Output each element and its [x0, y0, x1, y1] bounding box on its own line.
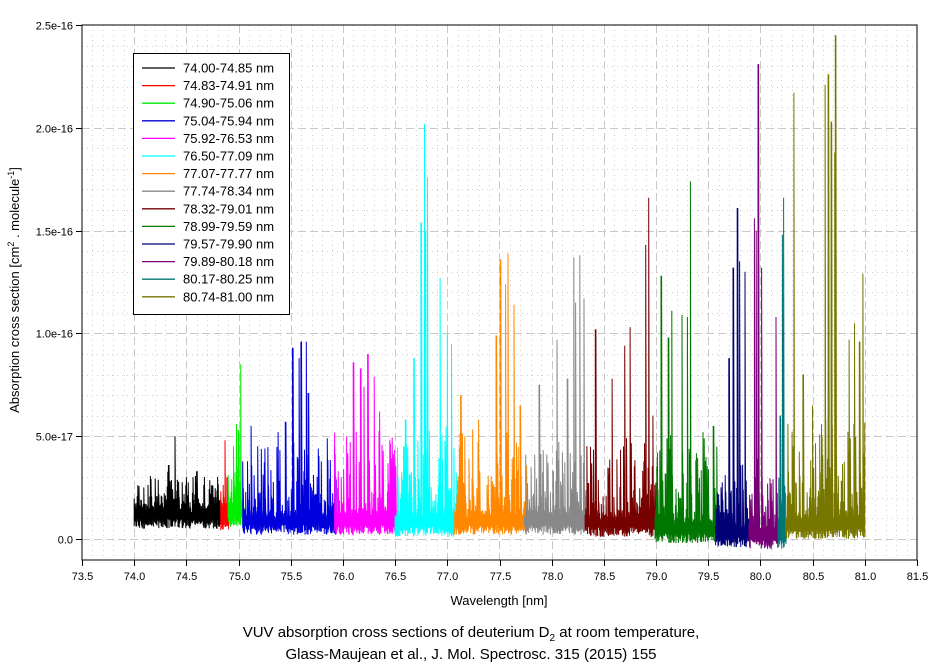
x-tick-label: 78.0 [542, 571, 563, 583]
caption-line-2: Glass-Maujean et al., J. Mol. Spectrosc.… [285, 646, 657, 663]
legend-label: 77.74-78.34 nm [183, 184, 274, 199]
legend-label: 75.04-75.94 nm [183, 113, 274, 128]
series-line [777, 197, 787, 549]
legend: 74.00-74.85 nm 74.83-74.91 nm 74.90-75.06 … [133, 53, 290, 315]
series-line [785, 35, 866, 539]
legend-label: 74.90-75.06 nm [183, 96, 274, 111]
x-tick-label: 76.5 [385, 571, 406, 583]
caption-line-1: VUV absorption cross sections of deuteri… [242, 624, 700, 644]
x-tick-label: 75.0 [229, 571, 250, 583]
plot-frame [81, 24, 918, 561]
series-line [394, 123, 457, 537]
x-tick-label: 77.5 [490, 571, 511, 583]
y-tick-label: 2.0e-16 [36, 124, 73, 136]
legend-label: 74.83-74.91 nm [183, 78, 274, 93]
x-tick-label: 77.0 [437, 571, 458, 583]
series-line [654, 181, 718, 544]
legend-label: 74.00-74.85 nm [183, 61, 274, 76]
y-tick-label: 5.0e-17 [36, 432, 73, 444]
series-line [748, 64, 780, 550]
legend-label: 78.32-79.01 nm [183, 201, 274, 216]
x-tick-label: 74.0 [124, 571, 145, 583]
legend-label: 80.17-80.25 nm [183, 272, 274, 287]
x-tick-label: 79.5 [698, 571, 719, 583]
legend-label: 75.92-76.53 nm [183, 131, 274, 146]
y-axis: 0.0 5.0e-17 1.0e-16 1.5e-16 2.0e-16 2.5e-16 [36, 21, 82, 547]
x-tick-label: 81.0 [855, 571, 876, 583]
legend-label: 78.99-79.59 nm [183, 219, 274, 234]
series-line [454, 253, 528, 535]
series-line [524, 255, 588, 535]
x-tick-label: 78.5 [594, 571, 615, 583]
series-group [133, 35, 866, 550]
series-line [584, 197, 658, 537]
series-line [242, 341, 337, 535]
x-tick-label: 76.0 [333, 571, 354, 583]
y-tick-label: 1.0e-16 [36, 329, 73, 341]
series-line [227, 364, 245, 527]
y-tick-label: 1.5e-16 [36, 227, 73, 239]
x-tick-label: 81.5 [907, 571, 928, 583]
series-line [133, 436, 223, 529]
x-tick-label: 74.5 [176, 571, 197, 583]
x-tick-label: 75.5 [281, 571, 302, 583]
legend-label: 80.74-81.00 nm [183, 289, 274, 304]
legend-label: 79.89-80.18 nm [183, 254, 274, 269]
legend-label: 77.07-77.77 nm [183, 166, 274, 181]
series-line [334, 353, 399, 535]
legend-box [133, 53, 290, 315]
y-tick-label: 0.0 [58, 535, 73, 547]
x-tick-label: 79.0 [646, 571, 667, 583]
legend-label: 79.57-79.90 nm [183, 237, 274, 252]
x-tick-label: 80.0 [750, 571, 771, 583]
x-tick-label: 80.5 [803, 571, 824, 583]
legend-label: 76.50-77.09 nm [183, 149, 274, 164]
series-line [220, 440, 230, 531]
series-line [715, 207, 751, 548]
y-axis-title: Absorption cross section [cm2 . molecule… [6, 167, 22, 413]
x-axis-title: Wavelength [nm] [450, 593, 547, 608]
x-axis: 73.5 74.0 74.5 75.0 75.5 76.0 76.5 77.0 77.5 78.0… [72, 560, 928, 583]
x-tick-label: 73.5 [72, 571, 93, 583]
y-tick-label: 2.5e-16 [36, 21, 73, 33]
